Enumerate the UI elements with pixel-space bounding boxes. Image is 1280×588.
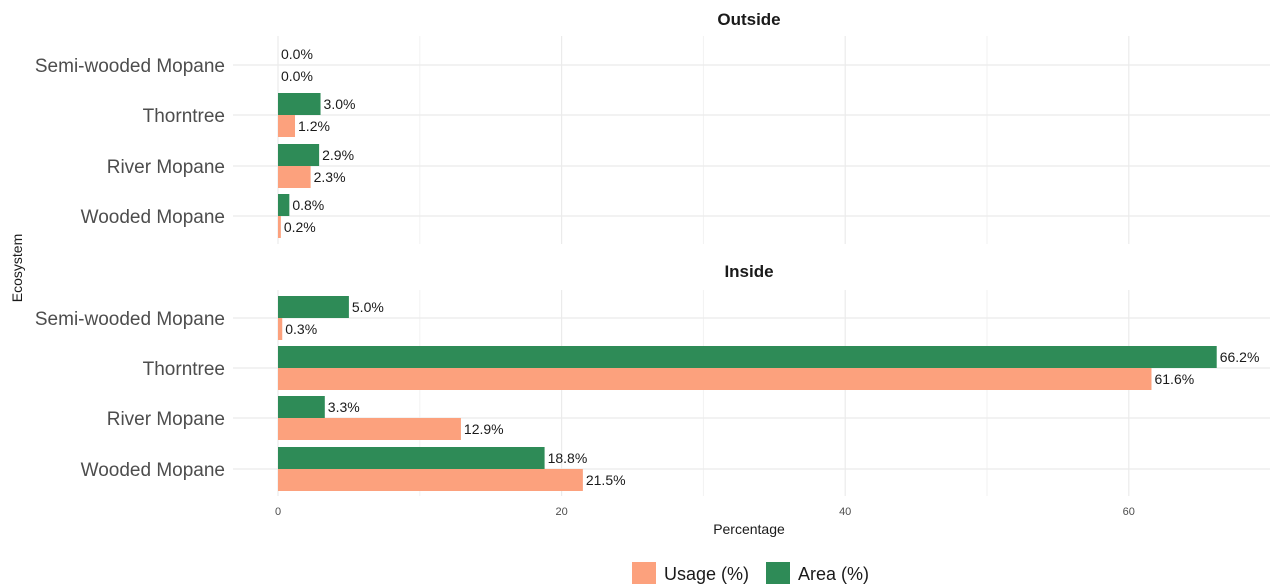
- bar-area: [278, 346, 1217, 368]
- x-axis-title: Percentage: [713, 521, 785, 537]
- data-label: 0.8%: [292, 197, 324, 213]
- bar-usage: [278, 115, 296, 137]
- bar-usage: [278, 166, 311, 188]
- data-label: 18.8%: [548, 450, 588, 466]
- data-label: 3.0%: [324, 96, 356, 112]
- bar-area: [278, 396, 325, 418]
- data-label: 5.0%: [352, 299, 384, 315]
- bar-area: [278, 447, 545, 469]
- data-label: 21.5%: [586, 472, 626, 488]
- category-label: Wooded Mopane: [81, 207, 225, 228]
- data-label: 2.3%: [314, 169, 346, 185]
- data-label: 0.0%: [281, 68, 313, 84]
- facet-title: Outside: [717, 10, 780, 29]
- y-axis-title: Ecosystem: [9, 234, 25, 302]
- x-tick-label: 60: [1123, 506, 1135, 518]
- bar-usage: [278, 318, 283, 340]
- data-label: 66.2%: [1220, 349, 1260, 365]
- legend-item-area: Area (%): [766, 562, 869, 584]
- bar-area: [278, 144, 320, 166]
- data-label: 3.3%: [328, 399, 360, 415]
- data-label: 61.6%: [1154, 371, 1194, 387]
- bar-area: [278, 93, 321, 115]
- bar-usage: [278, 368, 1152, 390]
- facet-title: Inside: [724, 262, 773, 281]
- category-label: Semi-wooded Mopane: [35, 56, 225, 77]
- category-label: Semi-wooded Mopane: [35, 309, 225, 330]
- legend-item-usage: Usage (%): [632, 562, 749, 584]
- category-label: River Mopane: [107, 157, 225, 178]
- bar-usage: [278, 469, 583, 491]
- x-tick-label: 0: [275, 506, 281, 518]
- data-label: 0.3%: [285, 321, 317, 337]
- bar-usage: [278, 216, 281, 238]
- data-label: 2.9%: [322, 147, 354, 163]
- data-label: 1.2%: [298, 118, 330, 134]
- legend-label: Usage (%): [664, 564, 749, 584]
- facet-inside: Inside Semi-wooded Mopane 5.0% 0.3% Thorntre…: [35, 262, 1270, 518]
- category-label: Wooded Mopane: [81, 460, 225, 481]
- bar-area: [278, 194, 290, 216]
- bar-area: [278, 296, 349, 318]
- legend-swatch: [766, 562, 790, 584]
- x-tick-label: 40: [839, 506, 851, 518]
- bar-usage: [278, 418, 461, 440]
- category-label: Thorntree: [143, 106, 225, 127]
- legend-swatch: [632, 562, 656, 584]
- category-label: River Mopane: [107, 409, 225, 430]
- x-tick-label: 20: [555, 506, 567, 518]
- facet-outside: Outside Semi-wooded Mopane 0.0% 0.0% Thorntr…: [35, 10, 1270, 244]
- category-label: Thorntree: [143, 359, 225, 380]
- legend-label: Area (%): [798, 564, 869, 584]
- data-label: 0.0%: [281, 46, 313, 62]
- data-label: 12.9%: [464, 421, 504, 437]
- data-label: 0.2%: [284, 219, 316, 235]
